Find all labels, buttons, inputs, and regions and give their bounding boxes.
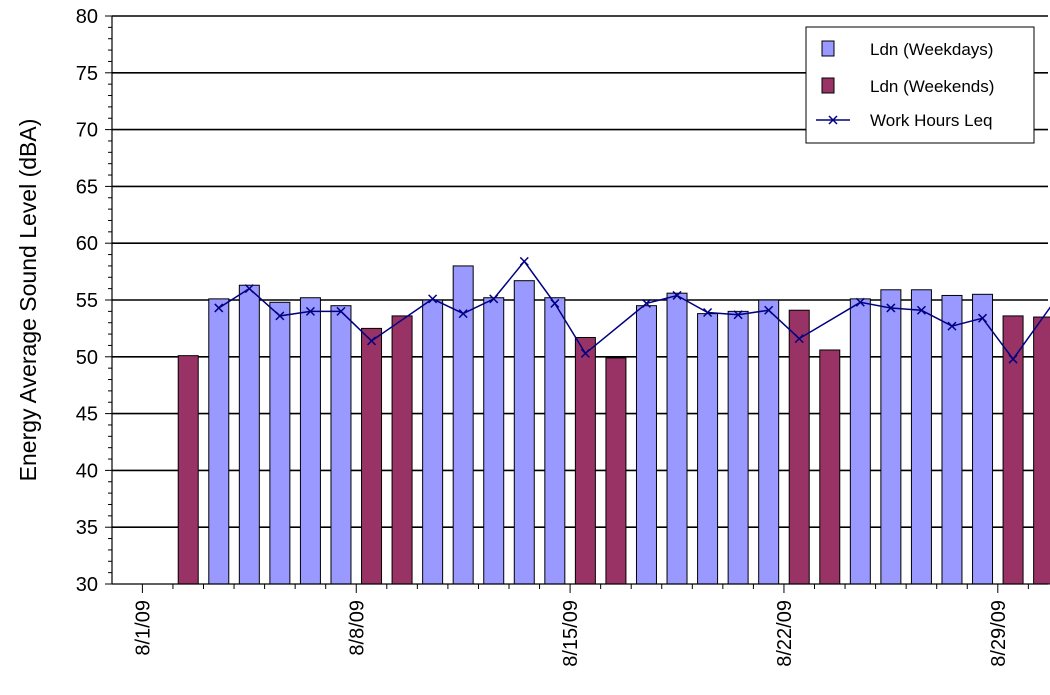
line-marker (366, 336, 377, 346)
bar-weekday (330, 305, 352, 585)
line-marker (428, 294, 438, 304)
line-marker (244, 284, 254, 294)
bar-weekday (697, 313, 719, 585)
y-tick-label: 70 (76, 120, 98, 142)
y-tick-label: 45 (76, 404, 98, 426)
bar-weekend (177, 355, 199, 585)
line-marker (977, 313, 988, 323)
legend-label-weekdays: Ldn (Weekdays) (870, 40, 993, 59)
line-marker (336, 306, 346, 316)
bar-weekday (269, 301, 291, 585)
bar-weekend (819, 349, 841, 585)
y-tick-label: 50 (76, 347, 98, 369)
legend-label-weekends: Ldn (Weekends) (870, 77, 994, 96)
y-axis-title: Energy Average Sound Level (dBA) (15, 119, 41, 482)
bar-weekday (238, 284, 260, 585)
legend-swatch-weekends (821, 77, 835, 94)
bar-weekend (574, 336, 596, 585)
line-marker (947, 321, 957, 331)
y-tick-label: 30 (76, 574, 98, 596)
y-tick-labels: 30 35 40 45 50 55 60 65 70 75 80 (76, 6, 98, 596)
legend: Ldn (Weekdays) Ldn (Weekends) Work Hours… (805, 26, 1035, 144)
line-marker (458, 309, 468, 319)
line-marker (855, 297, 865, 307)
bar-weekday (727, 310, 749, 585)
y-tick-label: 75 (76, 63, 98, 85)
line-marker (489, 294, 499, 304)
line-marker (580, 348, 590, 358)
bar-weekday (972, 293, 994, 585)
bar-weekday (666, 292, 688, 585)
legend-box (805, 26, 1035, 144)
line-marker (519, 256, 529, 266)
bar-weekend (1002, 315, 1024, 585)
line-marker (703, 307, 713, 318)
line-marker (916, 305, 926, 315)
line-marker (305, 306, 315, 316)
legend-label-work-hours: Work Hours Leq (870, 111, 993, 130)
y-tick-label: 80 (76, 6, 98, 28)
x-tick-label: 8/15/09 (560, 600, 582, 667)
x-tick-label: 8/8/09 (346, 600, 368, 656)
bar-weekday (208, 298, 230, 585)
bar-weekday (941, 294, 963, 585)
x-tick-label: 8/1/09 (132, 600, 154, 656)
x-tick-label: 8/29/09 (988, 600, 1010, 667)
bar-weekday (635, 305, 657, 585)
line-marker (794, 334, 804, 344)
bar-weekday (422, 299, 444, 585)
y-tick-label: 55 (76, 290, 98, 312)
bar-weekday (758, 299, 780, 585)
line-marker (733, 310, 743, 320)
bar-weekday (513, 280, 535, 585)
work-hours-line (214, 256, 1050, 364)
axes (105, 15, 1048, 593)
line-marker (214, 303, 224, 313)
bar-weekday (483, 297, 505, 585)
bar-weekday (544, 297, 566, 585)
gridlines (112, 15, 1048, 529)
legend-swatch-weekdays (821, 40, 835, 57)
bar-weekend (788, 309, 810, 585)
x-tick-labels: 8/1/09 8/8/09 8/15/09 8/22/09 8/29/09 (132, 600, 1009, 667)
line-marker (550, 298, 560, 308)
bar-weekend (605, 357, 627, 585)
line-marker (275, 311, 285, 321)
line-marker (672, 290, 682, 300)
line-marker (886, 303, 896, 313)
bar-weekday (880, 289, 902, 585)
x-tick-label: 8/22/09 (774, 600, 796, 667)
line-marker (764, 305, 774, 315)
bar-weekday (299, 297, 321, 585)
bar-weekday (910, 289, 932, 585)
bar-weekend (361, 327, 383, 585)
legend-swatch-marker (828, 115, 838, 125)
bar-weekend (391, 315, 413, 585)
bar-weekend (1033, 316, 1050, 585)
line-marker (641, 298, 652, 308)
y-tick-label: 65 (76, 176, 98, 198)
bars (177, 265, 1050, 585)
y-tick-label: 60 (76, 233, 98, 255)
y-tick-label: 35 (76, 517, 98, 539)
bar-weekday (849, 298, 871, 585)
line-marker (1008, 354, 1018, 364)
y-tick-label: 40 (76, 460, 98, 482)
